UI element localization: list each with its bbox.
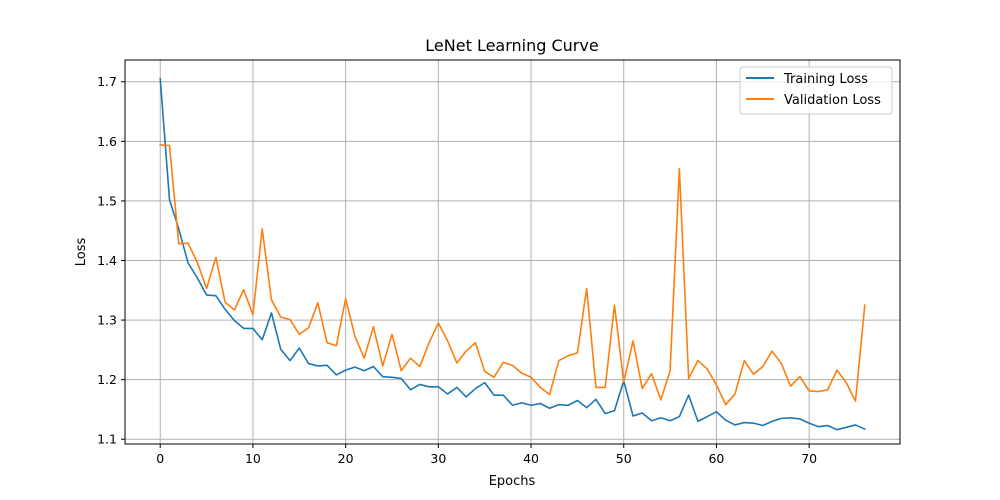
x-axis-label: Epochs xyxy=(489,474,536,489)
y-tick-label: 1.4 xyxy=(97,253,117,268)
y-tick-label: 1.5 xyxy=(97,193,117,208)
y-tick-label: 1.6 xyxy=(97,134,117,149)
series-line-validation-loss xyxy=(159,144,866,406)
y-tick-label: 1.2 xyxy=(97,372,117,387)
x-tick-label: 20 xyxy=(338,451,354,466)
series-line-training-loss xyxy=(159,77,866,431)
grid-layer xyxy=(125,60,900,444)
y-tick-label: 1.7 xyxy=(97,74,117,89)
y-tick-label: 1.1 xyxy=(97,432,117,447)
x-tick-label: 0 xyxy=(156,451,164,466)
x-tick-label: 40 xyxy=(523,451,539,466)
legend-label-training: Training Loss xyxy=(783,72,868,87)
series-layer xyxy=(159,77,866,431)
x-tick-label: 30 xyxy=(430,451,446,466)
tick-layer: 0 10 20 30 40 50 60 70 1.1 1.2 1.3 1.4 1.5 1.6 1.7 xyxy=(97,74,817,466)
x-tick-label: 60 xyxy=(708,451,724,466)
x-tick-label: 50 xyxy=(616,451,632,466)
plot-frame xyxy=(124,59,901,445)
x-tick-label: 70 xyxy=(801,451,817,466)
x-tick-label: 10 xyxy=(245,451,261,466)
y-axis-label: Loss xyxy=(74,238,89,267)
legend-box xyxy=(739,66,893,115)
legend: Training Loss Validation Loss xyxy=(739,66,893,115)
y-tick-label: 1.3 xyxy=(97,313,117,328)
chart-title: LeNet Learning Curve xyxy=(425,36,598,55)
legend-label-validation: Validation Loss xyxy=(784,93,881,108)
